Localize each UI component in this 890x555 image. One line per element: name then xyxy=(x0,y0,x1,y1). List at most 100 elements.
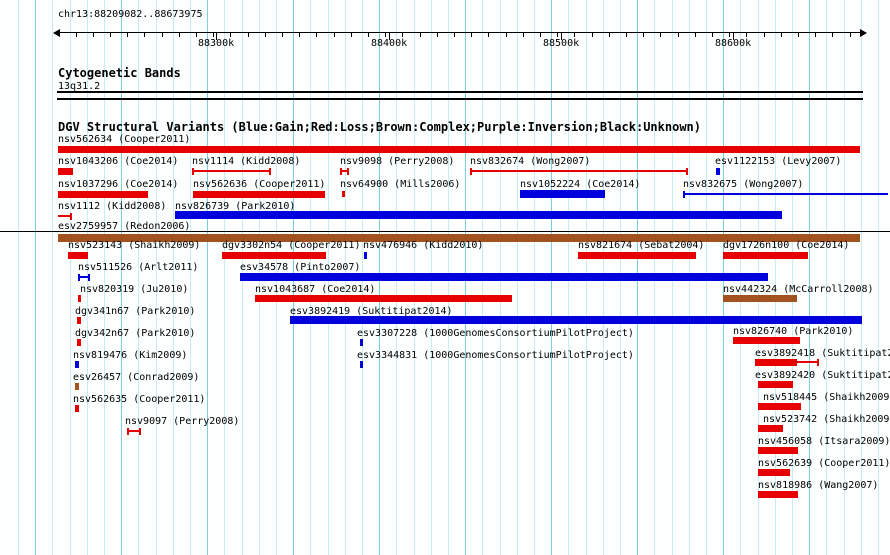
nsv511526-label[interactable]: nsv511526 (Arlt2011) xyxy=(78,262,199,273)
nsv820319-bar[interactable] xyxy=(78,295,81,302)
esv3892419-label[interactable]: esv3892419 (Suktitipat2014) xyxy=(290,306,453,317)
nsv832674-label[interactable]: nsv832674 (Wong2007) xyxy=(470,156,591,167)
gridline xyxy=(878,0,879,555)
nsv562634-bar[interactable] xyxy=(58,146,860,153)
nsv821674-bar[interactable] xyxy=(578,252,696,259)
nsv562636-bar[interactable] xyxy=(193,191,325,198)
bracket-end-left xyxy=(340,168,342,175)
cytoband-track-line-top xyxy=(57,91,863,93)
nsv826740-label[interactable]: nsv826740 (Park2010) xyxy=(733,326,854,337)
nsv562634-label[interactable]: nsv562634 (Cooper2011) xyxy=(58,134,191,145)
ruler-minor-tick xyxy=(75,32,77,37)
esv3344831-bar[interactable] xyxy=(360,361,363,368)
esv3892418-bar[interactable] xyxy=(755,359,819,366)
nsv64900-label[interactable]: nsv64900 (Mills2006) xyxy=(340,179,461,190)
nsv523742-label[interactable]: nsv523742 (Shaikh2009) xyxy=(763,414,890,425)
nsv476946-label[interactable]: nsv476946 (Kidd2010) xyxy=(363,240,484,251)
nsv818986-label[interactable]: nsv818986 (Wang2007) xyxy=(758,480,879,491)
nsv442324-bar[interactable] xyxy=(723,295,797,302)
nsv476946-bar[interactable] xyxy=(364,252,367,259)
nsv64900-bar[interactable] xyxy=(342,191,345,197)
nsv9097-label[interactable]: nsv9097 (Perry2008) xyxy=(125,416,240,427)
nsv9098-bar[interactable] xyxy=(340,168,349,175)
nsv1052224-label[interactable]: nsv1052224 (Coe2014) xyxy=(520,179,641,190)
dgv342n67-label[interactable]: dgv342n67 (Park2010) xyxy=(75,328,196,339)
cytogenetic-band-label[interactable]: 13q31.2 xyxy=(58,81,101,92)
nsv1114-bar[interactable] xyxy=(192,168,271,175)
nsv818986-bar[interactable] xyxy=(758,491,798,498)
ruler-minor-tick xyxy=(643,32,645,37)
nsv562636-label[interactable]: nsv562636 (Cooper2011) xyxy=(193,179,326,190)
esv3892418-label[interactable]: esv3892418 (Suktitipat2014) xyxy=(755,348,890,359)
ruler-minor-tick xyxy=(608,32,610,37)
nsv518445-label[interactable]: nsv518445 (Shaikh2009) xyxy=(763,392,890,403)
ruler-minor-tick xyxy=(849,32,851,37)
nsv1114-label[interactable]: nsv1114 (Kidd2008) xyxy=(192,156,301,167)
nsv1043687-label[interactable]: nsv1043687 (Coe2014) xyxy=(255,284,376,295)
esv3892420-label[interactable]: esv3892420 (Suktitipat2014) xyxy=(755,370,890,381)
nsv9097-bar[interactable] xyxy=(127,428,141,435)
nsv826739-label[interactable]: nsv826739 (Park2010) xyxy=(175,201,296,212)
nsv562635-label[interactable]: nsv562635 (Cooper2011) xyxy=(73,394,206,405)
esv34578-label[interactable]: esv34578 (Pinto2007) xyxy=(240,262,361,273)
dgv342n67-bar[interactable] xyxy=(77,339,81,346)
esv3307228-bar[interactable] xyxy=(360,339,363,346)
nsv518445-bar[interactable] xyxy=(758,403,801,410)
nsv832674-bar[interactable] xyxy=(470,168,688,175)
nsv442324-label[interactable]: nsv442324 (McCarroll2008) xyxy=(723,284,874,295)
nsv819476-bar[interactable] xyxy=(75,361,79,368)
dgv341n67-label[interactable]: dgv341n67 (Park2010) xyxy=(75,306,196,317)
esv34578-bar[interactable] xyxy=(240,273,768,281)
nsv832675-bar[interactable] xyxy=(683,191,888,198)
nsv523143-bar[interactable] xyxy=(68,252,88,259)
gridline xyxy=(809,0,811,555)
ruler-minor-tick xyxy=(488,32,490,37)
nsv1112-bar[interactable] xyxy=(58,213,72,220)
nsv1037296-label[interactable]: nsv1037296 (Coe2014) xyxy=(58,179,179,190)
nsv820319-label[interactable]: nsv820319 (Ju2010) xyxy=(80,284,189,295)
bracket-line xyxy=(127,430,141,432)
dgv1726n100-label[interactable]: dgv1726n100 (Coe2014) xyxy=(723,240,850,251)
esv3344831-label[interactable]: esv3344831 (1000GenomesConsortiumPilotPr… xyxy=(357,350,634,361)
esv1122153-label[interactable]: esv1122153 (Levy2007) xyxy=(715,156,842,167)
dgv3302n54-label[interactable]: dgv3302n54 (Cooper2011) xyxy=(222,240,361,251)
dgv1726n100-bar[interactable] xyxy=(723,252,808,259)
esv3892420-bar[interactable] xyxy=(758,381,793,388)
nsv1043206-bar[interactable] xyxy=(58,168,73,175)
dgv3302n54-bar[interactable] xyxy=(222,252,326,259)
nsv562635-bar[interactable] xyxy=(75,405,79,412)
ruler-minor-tick xyxy=(316,32,318,37)
ruler-minor-tick xyxy=(591,32,593,37)
dgv341n67-bar[interactable] xyxy=(77,317,81,324)
bracket-end-right xyxy=(686,168,688,175)
nsv832675-label[interactable]: nsv832675 (Wong2007) xyxy=(683,179,804,190)
nsv9098-label[interactable]: nsv9098 (Perry2008) xyxy=(340,156,455,167)
ruler-minor-tick xyxy=(161,32,163,37)
nsv826740-bar[interactable] xyxy=(733,337,800,344)
esv2759957-label[interactable]: esv2759957 (Redon2006) xyxy=(58,221,191,232)
nsv1037296-bar[interactable] xyxy=(58,191,148,198)
esv3892419-bar[interactable] xyxy=(290,316,862,324)
nsv562639-label[interactable]: nsv562639 (Cooper2011) xyxy=(758,458,890,469)
nsv456058-bar[interactable] xyxy=(758,447,798,454)
nsv523742-bar[interactable] xyxy=(758,425,783,432)
gridline xyxy=(69,0,71,555)
esv26457-label[interactable]: esv26457 (Conrad2009) xyxy=(73,372,200,383)
nsv523143-label[interactable]: nsv523143 (Shaikh2009) xyxy=(68,240,201,251)
nsv562639-bar[interactable] xyxy=(758,469,790,476)
nsv826739-bar[interactable] xyxy=(175,211,782,219)
nsv821674-label[interactable]: nsv821674 (Sebat2004) xyxy=(578,240,705,251)
nsv819476-label[interactable]: nsv819476 (Kim2009) xyxy=(73,350,188,361)
ruler-minor-tick xyxy=(385,32,387,37)
nsv1052224-bar[interactable] xyxy=(520,190,605,198)
nsv1043687-bar[interactable] xyxy=(255,295,512,302)
nsv1112-label[interactable]: nsv1112 (Kidd2008) xyxy=(58,201,167,212)
esv1122153-bar[interactable] xyxy=(716,168,720,175)
nsv1043206-label[interactable]: nsv1043206 (Coe2014) xyxy=(58,156,179,167)
esv3307228-label[interactable]: esv3307228 (1000GenomesConsortiumPilotPr… xyxy=(357,328,634,339)
esv26457-bar[interactable] xyxy=(75,383,79,390)
esv2759957-bar[interactable] xyxy=(58,234,860,242)
nsv456058-label[interactable]: nsv456058 (Itsara2009) xyxy=(758,436,890,447)
ruler-minor-tick xyxy=(144,32,146,37)
nsv511526-bar[interactable] xyxy=(78,274,90,281)
